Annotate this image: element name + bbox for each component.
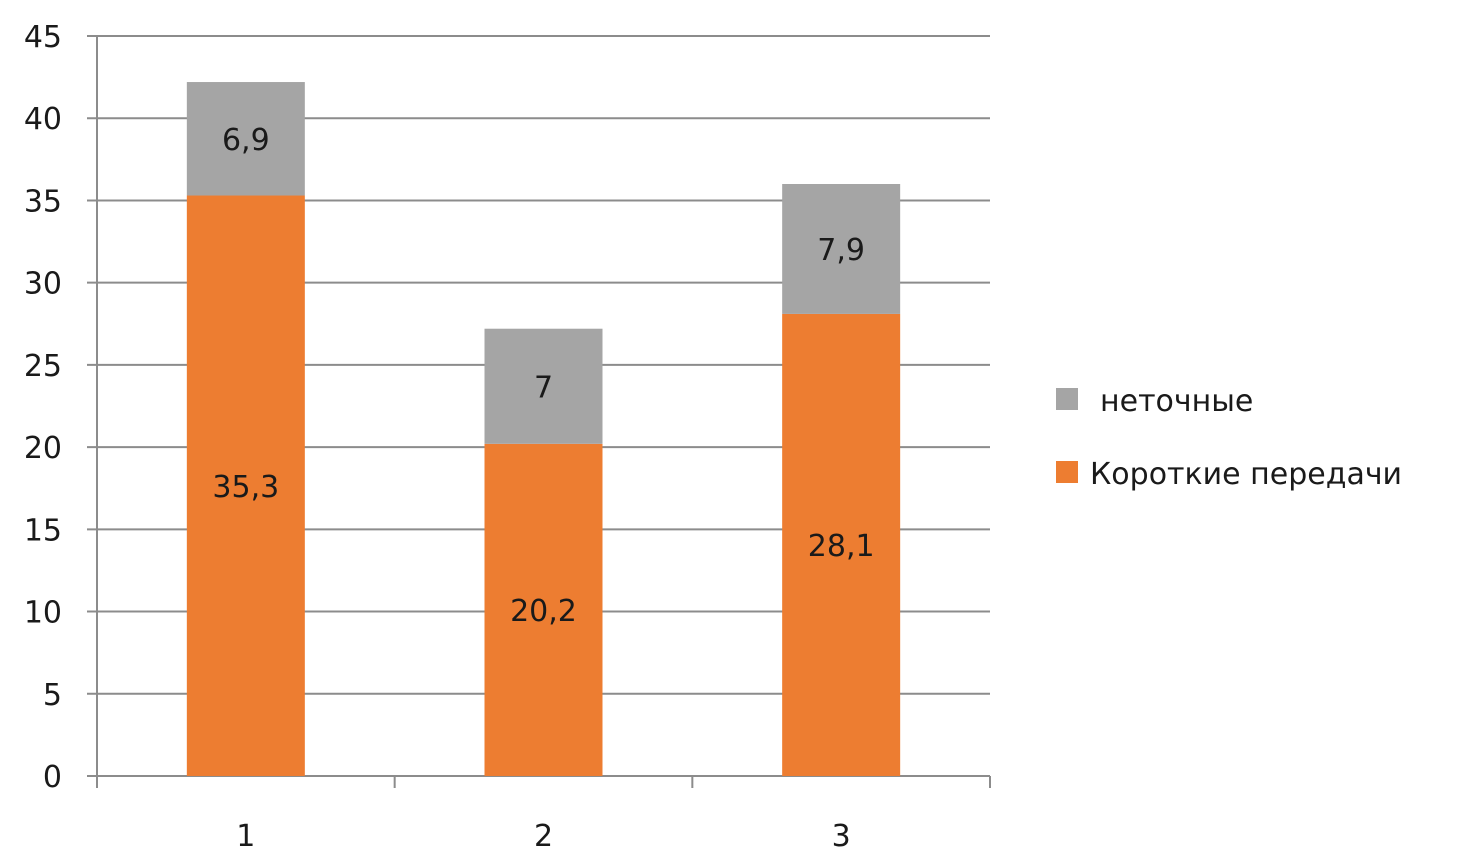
y-tick-label: 15 [24,513,62,548]
bar-segment [484,443,603,776]
legend-label: Короткие передачи [1090,457,1402,492]
data-label: 35,3 [212,470,279,505]
data-label: 6,9 [222,123,270,158]
bars [186,82,901,776]
x-tick-label: 2 [534,819,553,854]
data-label: 7 [534,370,553,405]
x-tick-label: 3 [832,819,851,854]
legend: неточные Короткие передачи [1056,384,1402,492]
y-tick-label: 30 [24,267,62,302]
legend-swatch [1056,461,1078,483]
y-axis: 0 5 10 15 20 25 30 35 40 45 [24,20,98,795]
data-labels: 35,3 6,9 20,2 7 28,1 7,9 [212,123,874,629]
data-label: 7,9 [817,233,865,268]
x-axis: 1 2 3 [87,775,991,854]
y-tick-label: 5 [43,678,62,713]
legend-swatch [1056,388,1078,410]
y-tick-label: 45 [24,20,62,55]
data-label: 20,2 [510,594,577,629]
data-label: 28,1 [808,529,875,564]
bar-segment [782,184,901,314]
y-tick-label: 25 [24,349,62,384]
y-tick-label: 20 [24,431,62,466]
legend-label: неточные [1100,384,1253,419]
y-tick-label: 10 [24,596,62,631]
bar-segment [186,195,305,776]
bar-segment [484,328,603,444]
x-tick-label: 1 [236,819,255,854]
bar-segment [782,313,901,776]
y-tick-label: 40 [24,102,62,137]
y-tick-label: 0 [43,760,62,795]
bar-segment [186,82,305,196]
y-tick-label: 35 [24,184,62,219]
